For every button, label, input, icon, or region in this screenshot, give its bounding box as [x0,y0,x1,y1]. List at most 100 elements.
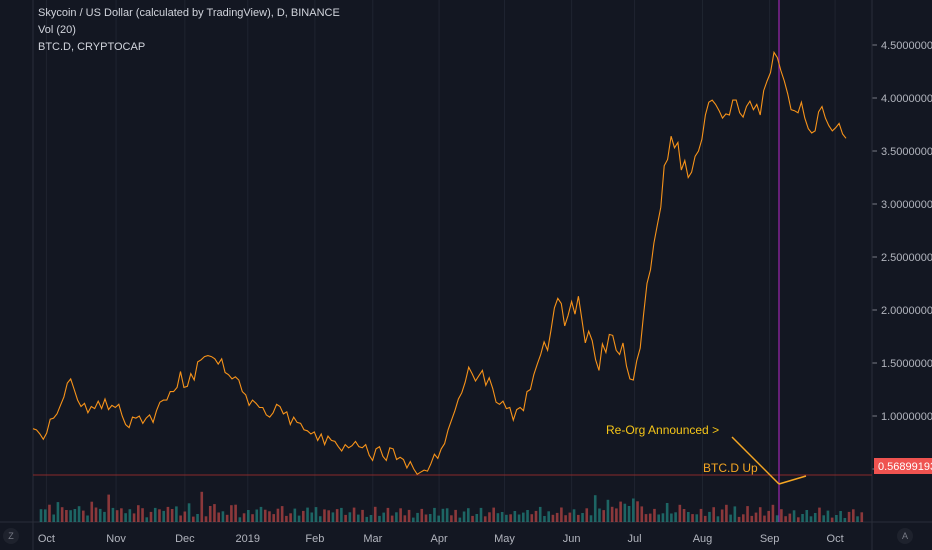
volume-bar [636,501,639,522]
volume-bar [48,504,51,522]
volume-bar [230,505,233,522]
volume-bar [170,509,174,522]
volume-bar [69,510,72,522]
volume-bar [331,512,335,522]
volume-bar [378,515,381,522]
time-axis-label: Aug [693,533,713,545]
volume-bar [687,512,690,522]
time-axis-label: Nov [106,533,126,545]
volume-bar [467,508,470,522]
volume-bar [280,506,284,522]
volume-bar [373,506,377,522]
volume-bar [750,515,754,522]
volume-bar [204,516,208,522]
volume-bar [361,509,364,522]
btcd-up-arrow-tail[interactable] [778,475,807,485]
volume-bar [39,509,43,522]
volume-bar [640,506,644,522]
volume-bar [450,515,453,522]
volume-bar [318,516,322,522]
volume-bar [593,495,597,522]
volume-bar [289,513,292,522]
volume-bar [742,514,745,522]
volume-bar [703,515,707,522]
volume-bar [847,511,851,522]
volume-bar [107,494,110,522]
volume-bar [648,513,652,522]
volume-bar [771,504,775,522]
volume-bar [496,513,500,522]
right-axis-tick: 2.00000000 [881,305,932,317]
volume-bar [217,512,220,522]
volume-bar [137,505,140,522]
volume-bar [437,515,440,522]
volume-bar [424,514,428,522]
volume-bar [327,510,330,522]
volume-bar [103,511,106,522]
volume-bar [665,503,669,522]
volume-bar [826,510,830,522]
volume-bar [792,510,796,522]
volume-bar [843,518,847,522]
volume-bar [90,501,94,522]
right-axis-tick: 3.50000000 [881,146,932,158]
volume-bar [860,512,864,522]
volume-bar [551,514,555,522]
volume-bar [200,491,204,522]
time-axis-label: Feb [305,533,324,545]
time-axis-label: Mar [363,533,382,545]
btcd-line[interactable] [32,50,847,476]
auto-scale-button[interactable]: A [897,528,913,544]
btcd-study-label: BTC.D, CRYPTOCAP [38,41,146,53]
volume-bar [577,514,580,522]
volume-bar [471,515,474,522]
volume-bar [801,514,804,522]
volume-bar [255,509,259,522]
volume-bar [581,513,584,522]
plot-area[interactable] [33,0,872,522]
volume-bar [737,516,741,522]
volume-bar [242,513,246,522]
volume-bar [602,510,605,522]
time-axis-label: Oct [827,533,844,545]
volume-bar [323,509,326,522]
volume-bar [767,510,770,522]
volume-bar [166,506,170,522]
volume-bar [513,511,517,522]
volume-bar [729,514,732,522]
volume-bar [335,509,339,522]
volume-bar [555,512,559,522]
volume-bar [754,512,758,522]
volume-bar [758,507,762,522]
volume-bar [158,509,161,522]
btcd-up-arrow[interactable] [731,436,780,485]
volume-bar [132,513,136,522]
volume-bar [86,515,89,522]
volume-bar [420,508,424,522]
volume-bar [445,508,449,522]
volume-bar [619,501,622,522]
volume-bar [52,514,55,522]
volume-bar [344,514,347,522]
volume-bar [348,512,352,522]
volume-bar [340,507,343,522]
volume-bar [661,513,665,522]
volume-bar [691,514,694,522]
volume-bar [712,507,715,522]
zoom-button[interactable]: Z [3,528,19,544]
volume-bar [386,507,390,522]
volume-bar [813,513,817,522]
volume-bar [183,511,187,522]
volume-bar [369,515,373,522]
volume-bar [403,515,407,522]
volume-bar [98,508,102,522]
volume-bar [297,515,301,522]
volume-bar [238,517,242,522]
volume-bar [784,516,787,522]
volume-bar [720,509,724,522]
volume-bar [534,510,538,522]
symbol-title: Skycoin / US Dollar (calculated by Tradi… [38,7,340,19]
time-axis-label: Dec [175,533,195,545]
volume-bar [293,508,297,522]
